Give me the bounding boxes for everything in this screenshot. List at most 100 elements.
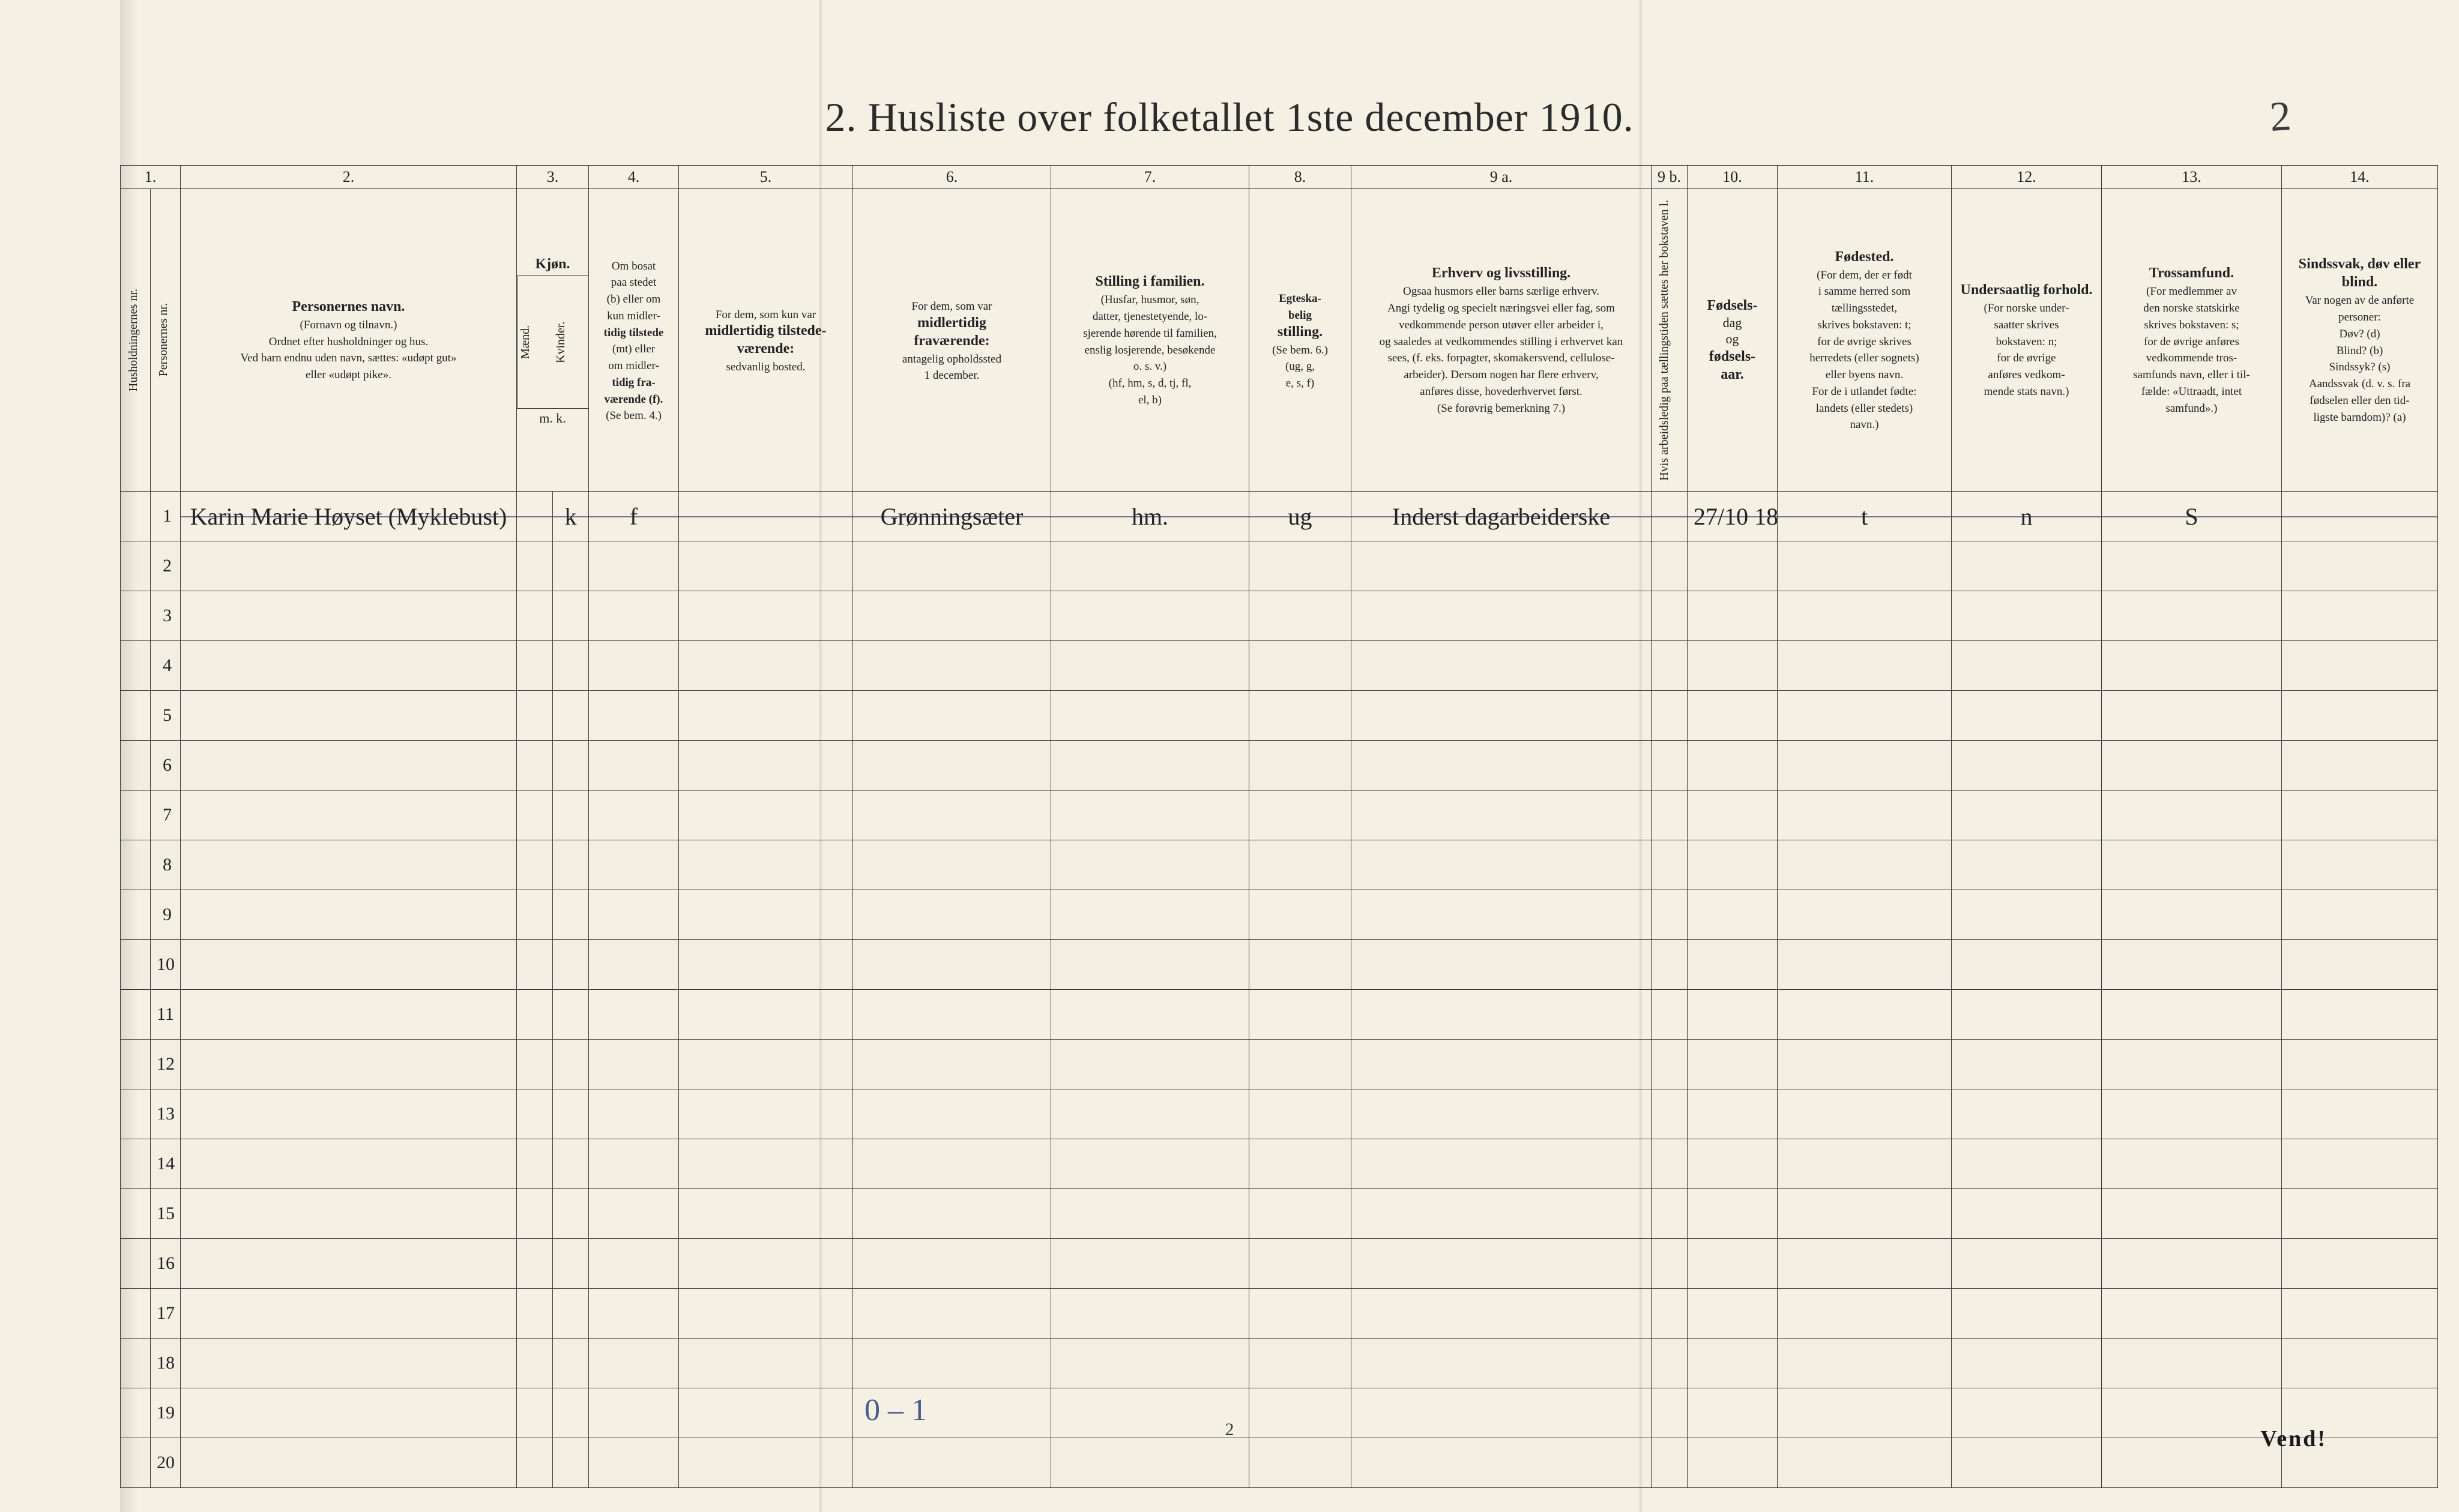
hdr-col4-l1: paa stedet bbox=[611, 276, 656, 289]
table-row: 14 bbox=[121, 1139, 2438, 1189]
cell-bmtf bbox=[589, 691, 679, 741]
cell-sex-m bbox=[517, 641, 553, 691]
cell-col5 bbox=[679, 990, 853, 1040]
cell-col14 bbox=[2282, 492, 2438, 541]
cell-pers-nr: 6 bbox=[151, 741, 181, 791]
hdr-col14-l1: personer: bbox=[2338, 311, 2381, 324]
hdr-col7-l3: enslig losjerende, besøkende bbox=[1085, 344, 1216, 357]
cell-col5 bbox=[679, 691, 853, 741]
cell-col12 bbox=[1952, 890, 2102, 940]
cell-col8 bbox=[1249, 1289, 1351, 1339]
hdr-col9a-l0: Ogsaa husmors eller barns særlige erhver… bbox=[1403, 285, 1599, 298]
table-row: 7 bbox=[121, 791, 2438, 840]
cell-col7 bbox=[1051, 890, 1249, 940]
census-page: 2 2. Husliste over folketallet 1ste dece… bbox=[0, 0, 2459, 1512]
cell-hush-nr bbox=[121, 840, 151, 890]
cell-bmtf bbox=[589, 940, 679, 990]
cell-col10 bbox=[1688, 591, 1778, 641]
printed-page-number: 2 bbox=[1225, 1420, 1234, 1440]
cell-hush-nr bbox=[121, 890, 151, 940]
cell-sex-m bbox=[517, 741, 553, 791]
cell-name bbox=[181, 1438, 517, 1488]
cell-col13 bbox=[2102, 691, 2282, 741]
cell-col9b bbox=[1652, 791, 1688, 840]
cell-col11 bbox=[1778, 840, 1952, 890]
cell-col6 bbox=[853, 890, 1051, 940]
cell-col11 bbox=[1778, 1040, 1952, 1089]
hdr-col9a-bold: Erhverv og livsstilling. bbox=[1432, 265, 1570, 281]
cell-name bbox=[181, 641, 517, 691]
hdr-col8: Egteska- belig stilling. (Se bem. 6.) (u… bbox=[1249, 188, 1351, 492]
hdr-col2-l2: Ved barn endnu uden navn, sættes: «udøpt… bbox=[241, 352, 457, 364]
cell-col10 bbox=[1688, 940, 1778, 990]
cell-bmtf bbox=[589, 840, 679, 890]
cell-col10 bbox=[1688, 1239, 1778, 1289]
table-header: 1. 2. 3. 4. 5. 6. 7. 8. 9 a. 9 b. 10. 11… bbox=[121, 165, 2438, 492]
cell-col10 bbox=[1688, 1289, 1778, 1339]
cell-pers-nr: 16 bbox=[151, 1239, 181, 1289]
census-table: 1. 2. 3. 4. 5. 6. 7. 8. 9 a. 9 b. 10. 11… bbox=[120, 165, 2438, 1489]
hdr-col7-l1: datter, tjenestetyende, lo- bbox=[1093, 310, 1207, 323]
table-row: 10 bbox=[121, 940, 2438, 990]
cell-col9b bbox=[1652, 492, 1688, 541]
cell-bmtf bbox=[589, 791, 679, 840]
cell-col11 bbox=[1778, 990, 1952, 1040]
cell-col9a bbox=[1351, 1189, 1652, 1239]
cell-col12 bbox=[1952, 741, 2102, 791]
cell-col8 bbox=[1249, 691, 1351, 741]
cell-hush-nr bbox=[121, 1089, 151, 1139]
table-row: 3 bbox=[121, 591, 2438, 641]
hdr-col9a-l1: Angi tydelig og specielt næringsvei elle… bbox=[1387, 302, 1615, 315]
cell-col14 bbox=[2282, 691, 2438, 741]
cell-col5 bbox=[679, 1239, 853, 1289]
hdr-col11-l7: For de i utlandet fødte: bbox=[1812, 385, 1916, 398]
cell-col8 bbox=[1249, 1040, 1351, 1089]
cell-hush-nr bbox=[121, 1139, 151, 1189]
cell-col8 bbox=[1249, 541, 1351, 591]
hdr-col6-l3: antagelig opholdssted bbox=[902, 353, 1001, 366]
hdr-col4-l9: (Se bem. 4.) bbox=[606, 409, 662, 422]
hdr-col5-l1: midlertidig tilstede- bbox=[705, 323, 827, 339]
colnum-4: 4. bbox=[589, 165, 679, 188]
cell-col5 bbox=[679, 741, 853, 791]
cell-bmtf bbox=[589, 541, 679, 591]
cell-sex-k bbox=[553, 940, 589, 990]
cell-col11: t bbox=[1778, 492, 1952, 541]
cell-col9b bbox=[1652, 1089, 1688, 1139]
cell-col6 bbox=[853, 1339, 1051, 1388]
colnum-9b: 9 b. bbox=[1652, 165, 1688, 188]
cell-bmtf: f bbox=[589, 492, 679, 541]
cell-sex-k bbox=[553, 1438, 589, 1488]
cell-name bbox=[181, 840, 517, 890]
colnum-10: 10. bbox=[1688, 165, 1778, 188]
cell-sex-m bbox=[517, 990, 553, 1040]
cell-sex-k bbox=[553, 890, 589, 940]
hdr-col4-l7: tidig fra- bbox=[612, 376, 655, 389]
cell-hush-nr bbox=[121, 1239, 151, 1289]
hdr-col2: Personernes navn. (Fornavn og tilnavn.) … bbox=[181, 188, 517, 492]
cell-pers-nr: 18 bbox=[151, 1339, 181, 1388]
column-header-row: Husholdningernes nr. Personernes nr. Per… bbox=[121, 188, 2438, 492]
cell-col14 bbox=[2282, 890, 2438, 940]
cell-sex-k bbox=[553, 791, 589, 840]
hdr-col14-l4: Sindssyk? (s) bbox=[2329, 361, 2391, 373]
cell-col9b bbox=[1652, 541, 1688, 591]
cell-col11 bbox=[1778, 591, 1952, 641]
cell-col14 bbox=[2282, 1040, 2438, 1089]
hdr-col9b-label: Hvis arbeidsledig paa tællingstiden sætt… bbox=[1656, 195, 1672, 486]
cell-name bbox=[181, 1139, 517, 1189]
cell-col12 bbox=[1952, 1388, 2102, 1438]
cell-sex-m bbox=[517, 1139, 553, 1189]
cell-col14 bbox=[2282, 741, 2438, 791]
cell-hush-nr bbox=[121, 940, 151, 990]
hdr-col12-l2: bokstaven: n; bbox=[1996, 336, 2057, 348]
cell-sex-k bbox=[553, 1289, 589, 1339]
cell-col6 bbox=[853, 990, 1051, 1040]
cell-col7 bbox=[1051, 1339, 1249, 1388]
hdr-col1b: Personernes nr. bbox=[151, 188, 181, 492]
cell-col6 bbox=[853, 1189, 1051, 1239]
cell-col12 bbox=[1952, 691, 2102, 741]
table-row: 9 bbox=[121, 890, 2438, 940]
cell-col12 bbox=[1952, 1189, 2102, 1239]
cell-col9b bbox=[1652, 840, 1688, 890]
